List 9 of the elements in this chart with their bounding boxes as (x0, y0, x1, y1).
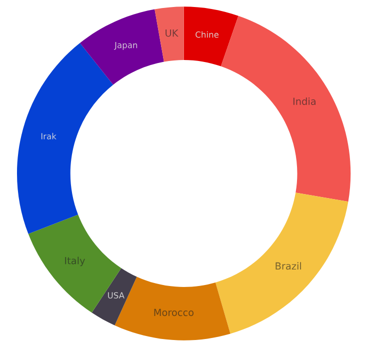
slice-label: UK (166, 30, 178, 37)
slice-label: India (293, 97, 316, 105)
slice-label: Brazil (276, 262, 301, 270)
slice-label: Italy (65, 256, 85, 266)
slice-label: Irak (41, 132, 56, 140)
slice-label: Japan (114, 42, 138, 50)
slice-label: USA (108, 292, 124, 299)
slice-label: Morocco (154, 308, 194, 316)
slice-label: Chine (196, 31, 219, 38)
